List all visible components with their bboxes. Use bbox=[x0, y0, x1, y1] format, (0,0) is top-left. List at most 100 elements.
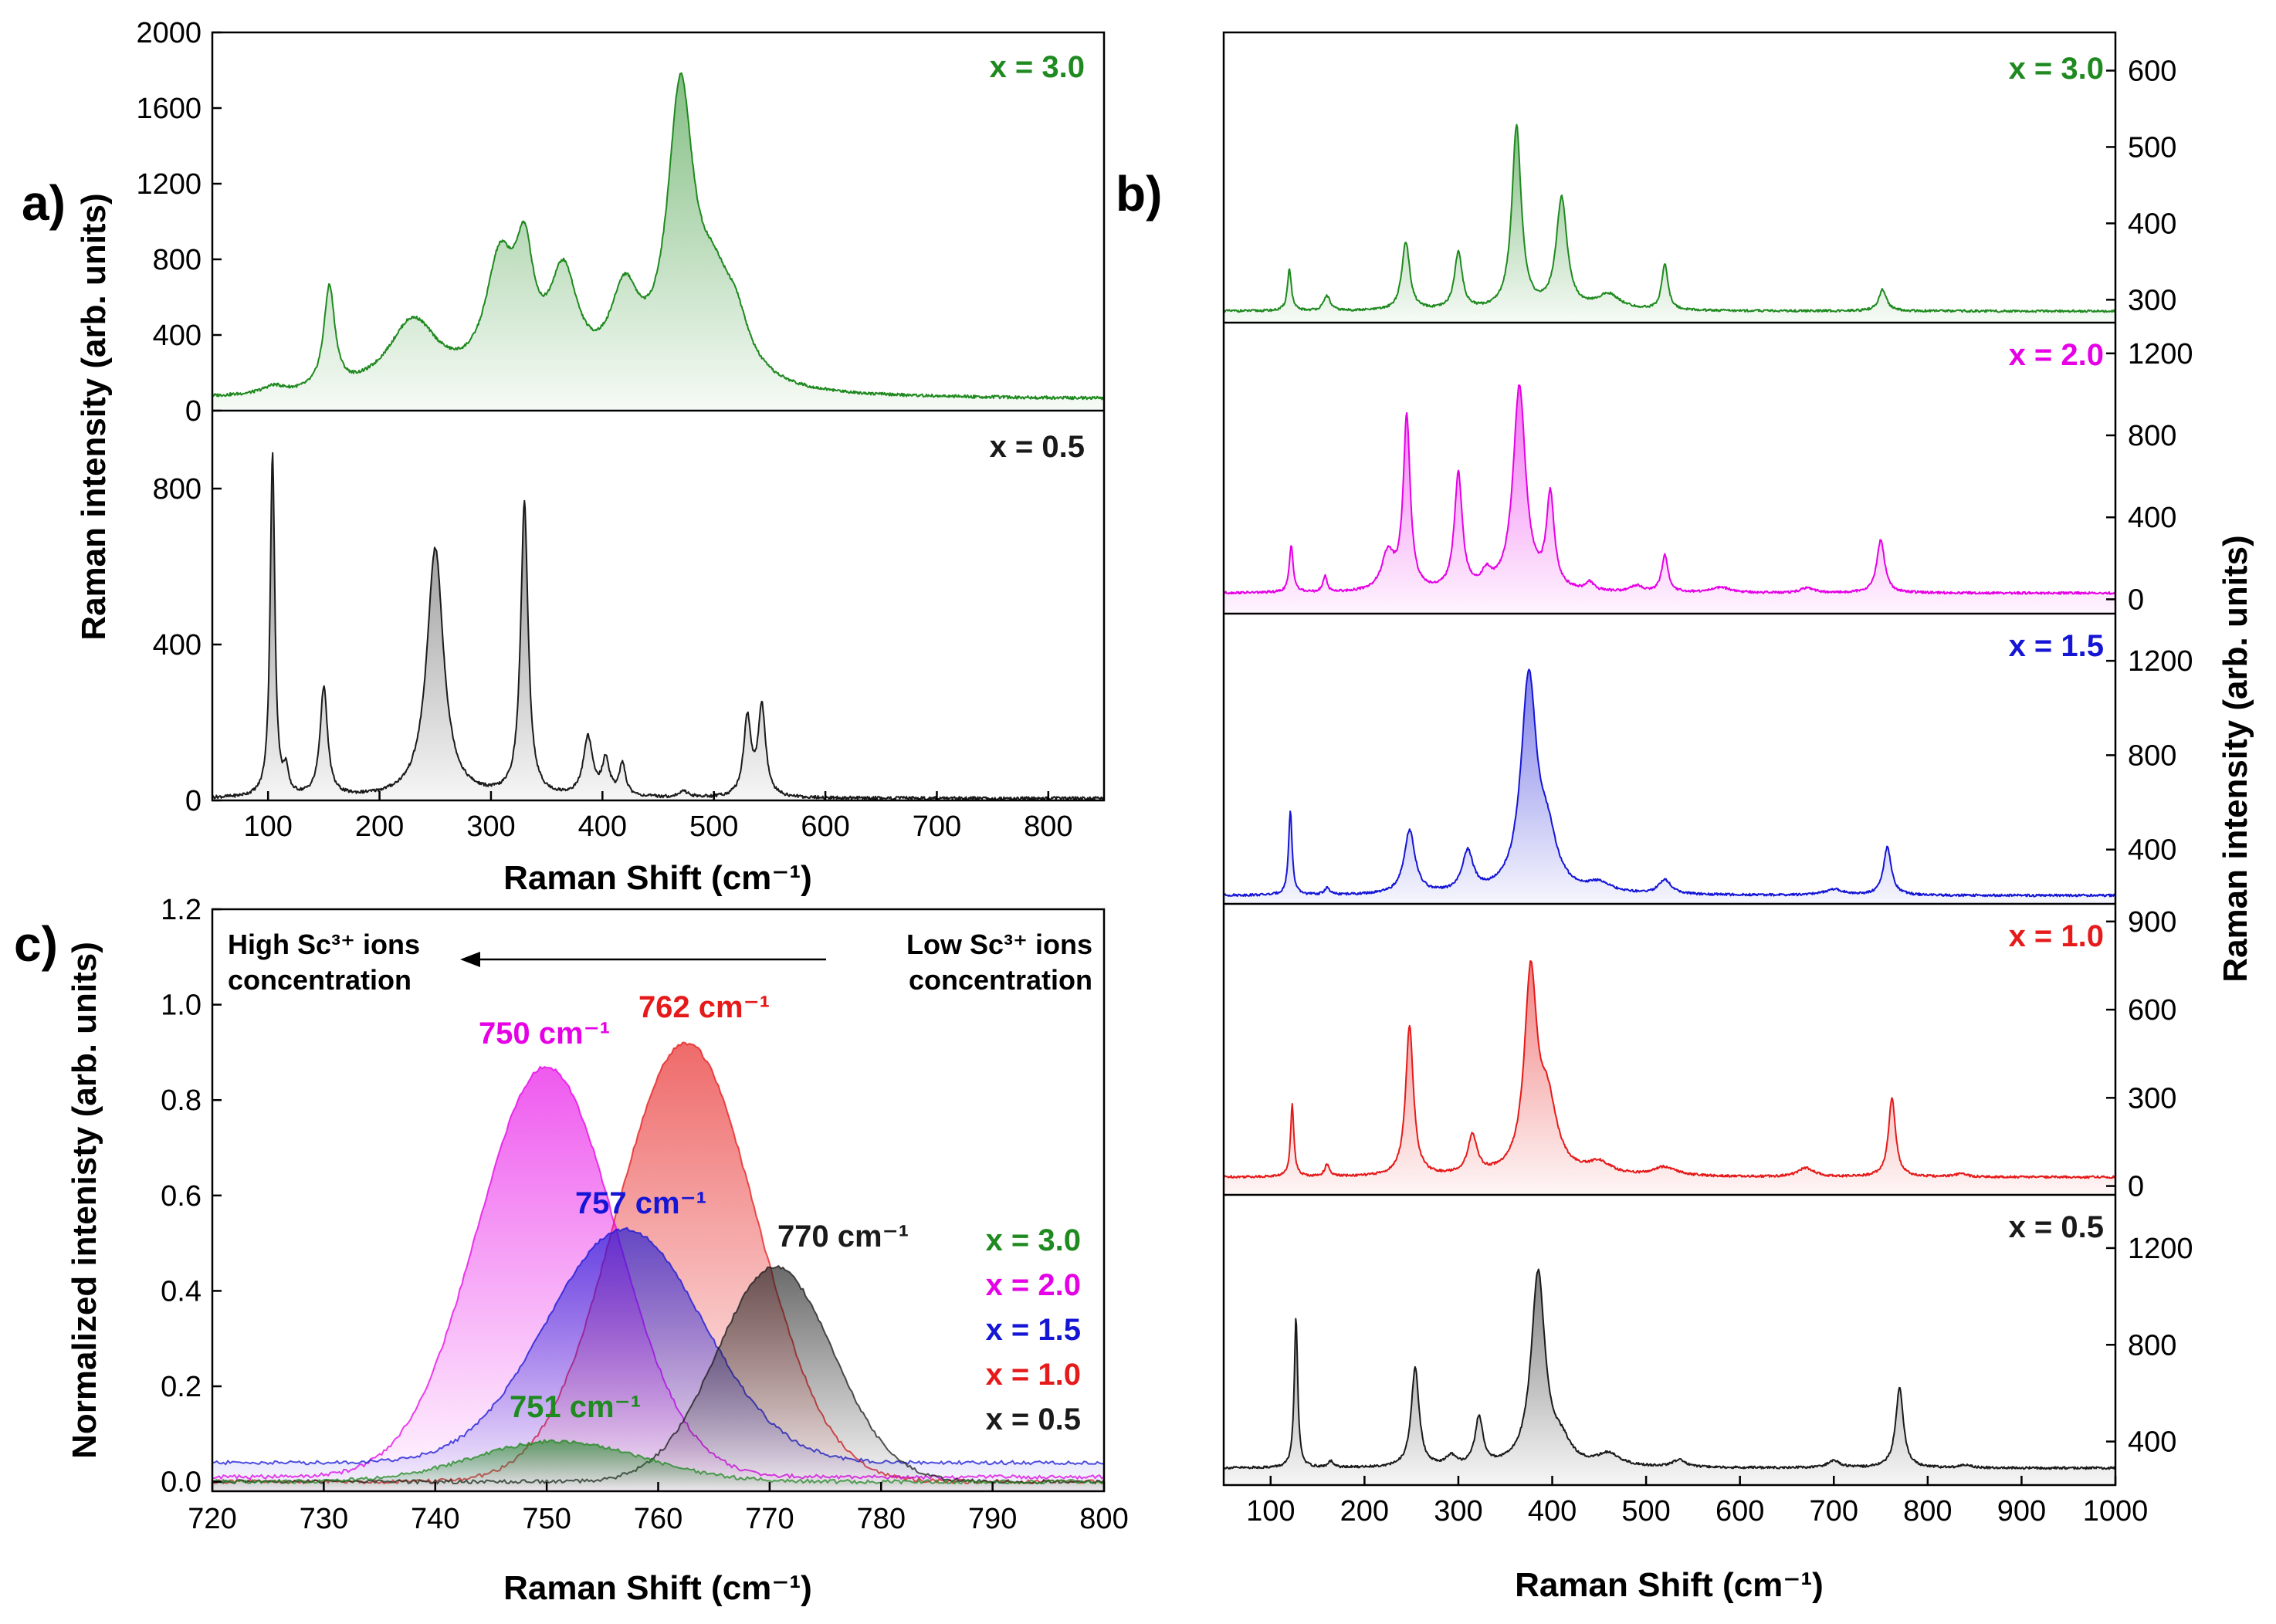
ytick-label-b-1: 1200 bbox=[2128, 338, 2193, 370]
area-a-1 bbox=[212, 452, 1104, 800]
peak-label-x10: 762 cm⁻¹ bbox=[638, 990, 770, 1024]
xtick-label-c: 790 bbox=[968, 1503, 1017, 1535]
ytick-label-a-0: 400 bbox=[153, 320, 202, 352]
peak-label-x30: 751 cm⁻¹ bbox=[510, 1390, 641, 1424]
legend-x15: x = 1.5 bbox=[986, 1313, 1081, 1347]
ytick-label-b-3: 300 bbox=[2128, 1082, 2176, 1115]
legend-x10: x = 1.0 bbox=[986, 1358, 1081, 1392]
xtick-label-b: 200 bbox=[1340, 1495, 1389, 1528]
ytick-label-b-1: 400 bbox=[2128, 502, 2176, 534]
ytick-label-b-0: 300 bbox=[2128, 284, 2176, 316]
ytick-label-c: 0.0 bbox=[161, 1467, 202, 1499]
panel-b-series-label-x05: x = 0.5 bbox=[2009, 1210, 2104, 1244]
spectrum-line-a-1 bbox=[212, 452, 1105, 801]
ytick-label-a-1: 400 bbox=[153, 629, 202, 661]
xtick-label-a: 800 bbox=[1024, 810, 1072, 843]
annotation-high-line1: High Sc³⁺ ions bbox=[228, 929, 420, 960]
peak-area-0 bbox=[212, 1440, 1104, 1491]
ytick-label-c: 0.4 bbox=[161, 1275, 202, 1308]
xtick-label-c: 780 bbox=[857, 1503, 906, 1535]
ytick-label-a-0: 0 bbox=[185, 395, 202, 428]
ytick-label-a-1: 800 bbox=[153, 473, 202, 506]
ytick-label-b-1: 0 bbox=[2128, 584, 2144, 616]
ytick-label-c: 0.8 bbox=[161, 1084, 202, 1117]
xtick-label-c: 720 bbox=[188, 1503, 236, 1535]
panel-b-xlabel: Raman Shift (cm⁻¹) bbox=[1515, 1566, 1824, 1604]
ytick-label-b-4: 1200 bbox=[2128, 1233, 2193, 1265]
legend-x30: x = 3.0 bbox=[986, 1223, 1081, 1257]
ytick-label-c: 0.6 bbox=[161, 1180, 202, 1213]
area-b-3 bbox=[1224, 961, 2115, 1195]
ytick-label-a-0: 2000 bbox=[136, 17, 202, 49]
ytick-label-b-0: 600 bbox=[2128, 55, 2176, 87]
annotation-low-line2: concentration bbox=[909, 964, 1092, 996]
spectrum-line-b-3 bbox=[1223, 960, 2116, 1179]
panel-a-xlabel: Raman Shift (cm⁻¹) bbox=[503, 859, 812, 897]
panel-label-a: a) bbox=[22, 175, 66, 231]
ytick-label-b-3: 900 bbox=[2128, 906, 2176, 939]
xtick-label-b: 300 bbox=[1434, 1495, 1482, 1528]
xtick-label-c: 760 bbox=[634, 1503, 682, 1535]
panel-b-frame bbox=[1222, 31, 2117, 1487]
xtick-label-b: 700 bbox=[1810, 1495, 1858, 1528]
panel-c-ylabel: Normalized intenisty (arb. units) bbox=[66, 942, 103, 1459]
annotation-arrow-head bbox=[460, 952, 480, 967]
panel-a-ylabel: Raman intensity (arb. units) bbox=[75, 193, 113, 640]
spectrum-line-b-4 bbox=[1223, 1268, 2116, 1470]
annotation-low-line1: Low Sc³⁺ ions bbox=[906, 929, 1092, 960]
panel-c: 0.0 0.2 0.4 0.6 0.8 1.0 1.2 720 730 740 750 760 770 7… bbox=[66, 894, 1129, 1607]
xtick-label-a: 400 bbox=[578, 810, 627, 843]
xtick-label-b: 100 bbox=[1246, 1495, 1295, 1528]
xtick-label-a: 300 bbox=[466, 810, 515, 843]
ytick-label-b-0: 400 bbox=[2128, 208, 2176, 240]
xtick-label-a: 700 bbox=[913, 810, 961, 843]
xtick-label-b: 600 bbox=[1715, 1495, 1764, 1528]
peak-label-x15: 757 cm⁻¹ bbox=[575, 1186, 706, 1220]
xtick-label-b: 500 bbox=[1621, 1495, 1670, 1528]
panel-b: 300 400 500 600 0 400 800 1200 400 800 1200 0 300 600… bbox=[1222, 31, 2254, 1604]
legend-x05: x = 0.5 bbox=[986, 1402, 1081, 1436]
ytick-label-b-2: 1200 bbox=[2128, 645, 2193, 678]
panel-b-series-label-x10: x = 1.0 bbox=[2009, 919, 2104, 953]
area-b-2 bbox=[1224, 669, 2115, 904]
panel-a-bottom-series-label: x = 0.5 bbox=[990, 430, 1085, 464]
ytick-label-c: 0.2 bbox=[161, 1371, 202, 1403]
annotation-high-line2: concentration bbox=[228, 964, 412, 996]
panel-a-frame bbox=[211, 31, 1106, 802]
panel-b-series-label-x15: x = 1.5 bbox=[2009, 629, 2104, 663]
ytick-label-b-2: 400 bbox=[2128, 834, 2176, 867]
ytick-label-b-0: 500 bbox=[2128, 131, 2176, 164]
panel-a: 0 400 800 1200 1600 2000 0 400 800 100 200 300 400 50… bbox=[75, 17, 1106, 897]
ytick-label-b-4: 800 bbox=[2128, 1329, 2176, 1362]
xtick-label-b: 1000 bbox=[2083, 1495, 2149, 1528]
panel-label-b: b) bbox=[1116, 166, 1162, 222]
ytick-label-b-4: 400 bbox=[2128, 1426, 2176, 1459]
xtick-label-b: 400 bbox=[1528, 1495, 1577, 1528]
ytick-label-c: 1.0 bbox=[161, 990, 202, 1022]
xtick-label-b: 900 bbox=[1997, 1495, 2046, 1528]
panel-label-c: c) bbox=[14, 916, 58, 972]
xtick-label-a: 500 bbox=[689, 810, 738, 843]
ytick-label-b-2: 800 bbox=[2128, 739, 2176, 772]
xtick-label-c: 800 bbox=[1079, 1503, 1128, 1535]
spectrum-line-a-0 bbox=[212, 72, 1105, 401]
xtick-label-c: 750 bbox=[522, 1503, 571, 1535]
spectrum-line-b-0 bbox=[1223, 123, 2116, 313]
xtick-label-c: 740 bbox=[411, 1503, 459, 1535]
ytick-label-a-0: 1200 bbox=[136, 168, 202, 201]
panel-b-series-label-x30: x = 3.0 bbox=[2009, 52, 2104, 86]
ytick-label-b-3: 0 bbox=[2128, 1171, 2144, 1203]
panel-b-series-label-x20: x = 2.0 bbox=[2009, 338, 2104, 372]
peak-area-1 bbox=[212, 1067, 1104, 1491]
xtick-label-b: 800 bbox=[1903, 1495, 1952, 1528]
area-b-4 bbox=[1224, 1269, 2115, 1485]
ytick-label-b-1: 800 bbox=[2128, 420, 2176, 452]
peak-line-0 bbox=[212, 1438, 1105, 1485]
xtick-label-c: 770 bbox=[745, 1503, 794, 1535]
panel-c-xlabel: Raman Shift (cm⁻¹) bbox=[503, 1569, 812, 1607]
ytick-label-a-1: 0 bbox=[185, 785, 202, 817]
peak-line-2 bbox=[212, 1226, 1105, 1466]
peak-label-x20: 750 cm⁻¹ bbox=[479, 1017, 610, 1051]
ytick-label-a-0: 1600 bbox=[136, 93, 202, 125]
